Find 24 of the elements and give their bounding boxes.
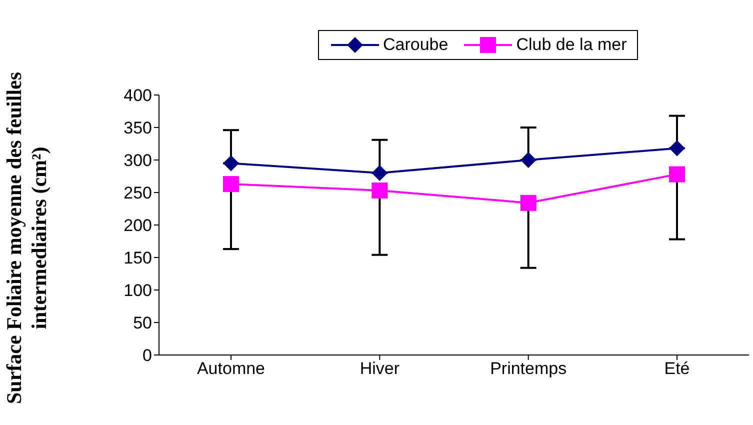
point [669, 166, 685, 182]
point [520, 152, 536, 168]
y-tick-label: 200 [124, 216, 152, 236]
point [372, 182, 388, 199]
legend-label: Club de la mer [515, 35, 627, 55]
point [520, 194, 536, 211]
point [223, 176, 239, 192]
y-tick-label: 0 [142, 346, 152, 366]
point [669, 140, 685, 156]
y-tick-label: 350 [124, 118, 152, 138]
legend-label: Caroube [382, 35, 448, 55]
y-tick-label: 300 [124, 151, 152, 170]
y-tick-label: 150 [124, 248, 152, 268]
x-tick-label: Printemps [490, 359, 567, 378]
point [372, 165, 388, 181]
x-tick-label: Hiver [360, 359, 400, 378]
y-tick-label: 50 [133, 314, 152, 333]
y-axis-title: Surface Foliaire moyenne des feuilles intermediaires (cm²) [2, 72, 51, 404]
x-tick-label: Automne [196, 359, 266, 378]
x-tick-label: Eté [664, 359, 690, 378]
y-tick-label: 250 [124, 184, 152, 203]
y-tick-label: 100 [124, 281, 152, 300]
point [223, 155, 239, 172]
y-tick-label: 400 [124, 86, 152, 106]
